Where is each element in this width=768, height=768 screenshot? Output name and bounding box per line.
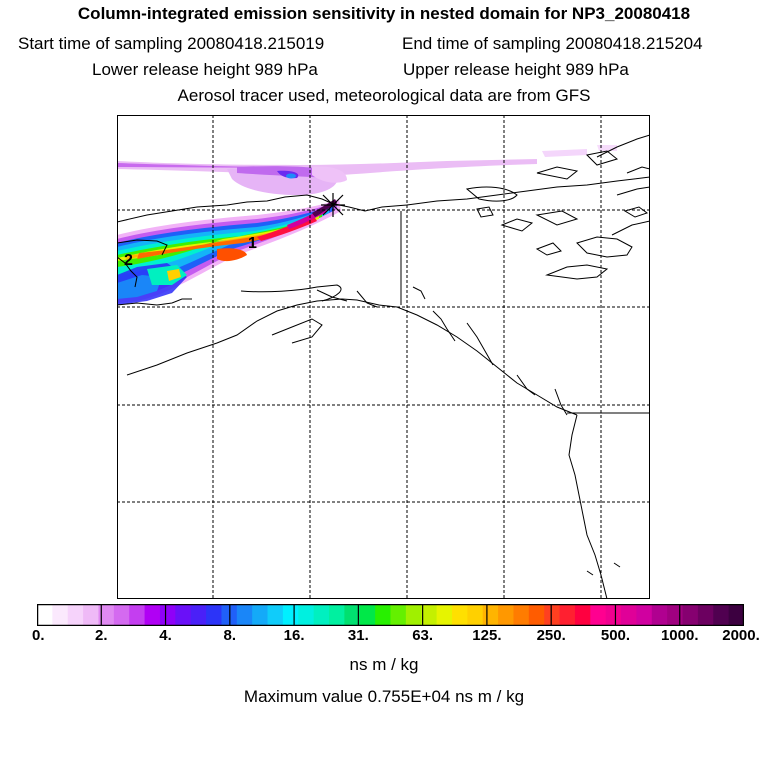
colorbar-cell — [513, 604, 530, 626]
colorbar-cell — [621, 604, 638, 626]
colorbar-cell — [574, 604, 591, 626]
colorbar-cell — [436, 604, 453, 626]
colorbar-cell — [83, 604, 100, 626]
colorbar-cell — [498, 604, 515, 626]
colorbar-cell — [390, 604, 407, 626]
colorbar-cell — [113, 604, 130, 626]
colorbar-cell — [605, 604, 622, 626]
colorbar-cell — [375, 604, 392, 626]
colorbar-cell — [651, 604, 668, 626]
end-time-label: End time of sampling 20080418.215204 — [402, 34, 703, 53]
colorbar-cell — [590, 604, 607, 626]
colorbar-frame — [37, 604, 744, 626]
colorbar-cell — [697, 604, 714, 626]
colorbar-tick-label: 1000. — [660, 627, 699, 644]
colorbar-cell — [344, 604, 361, 626]
colorbar-tick-label: 2000. — [722, 627, 760, 644]
colorbar-cell — [129, 604, 146, 626]
colorbar-cell — [313, 604, 330, 626]
colorbar-tick-label: 4. — [159, 627, 172, 644]
colorbar-cell — [159, 604, 176, 626]
colorbar-cell — [175, 604, 192, 626]
colorbar-cell — [144, 604, 161, 626]
colorbar-tick-label: 250. — [536, 627, 566, 644]
plume-label-1: 1 — [248, 235, 257, 252]
colorbar-cell — [98, 604, 115, 626]
upper-release-label: Upper release height 989 hPa — [403, 60, 629, 79]
colorbar-cell — [467, 604, 484, 626]
maximum-value-label: Maximum value 0.755E+04 ns m / kg — [243, 687, 525, 706]
colorbar-units: ns m / kg — [349, 655, 419, 674]
colorbar-cell — [52, 604, 69, 626]
colorbar-cell — [298, 604, 315, 626]
colorbar-cell — [359, 604, 376, 626]
colorbar-cell — [713, 604, 730, 626]
colorbar-tick-label: 16. — [283, 627, 305, 644]
colorbar-cell — [267, 604, 284, 626]
colorbar-cell — [421, 604, 438, 626]
colorbar-cell — [206, 604, 223, 626]
start-time-label: Start time of sampling 20080418.215019 — [18, 34, 325, 53]
colorbar-cell — [636, 604, 653, 626]
colorbar-cell — [559, 604, 576, 626]
colorbar-tick-label: 2. — [95, 627, 108, 644]
colorbar-tick-label: 125. — [472, 627, 502, 644]
colorbar-cell — [236, 604, 253, 626]
colorbar-cell — [67, 604, 84, 626]
colorbar-cell — [528, 604, 545, 626]
colorbar-cell — [37, 604, 53, 626]
colorbar-tick-label: 8. — [223, 627, 237, 644]
colorbar-tick-label: 500. — [600, 627, 631, 644]
colorbar-cell — [728, 604, 744, 626]
tracer-note: Aerosol tracer used, meteorological data… — [177, 86, 591, 105]
coastlines — [117, 134, 650, 599]
colorbar-cell — [190, 604, 207, 626]
map-panel: 1 2 — [117, 115, 650, 599]
map-frame — [117, 115, 650, 599]
colorbar-cell — [682, 604, 699, 626]
colorbar-cell — [482, 604, 499, 626]
plot-title: Column-integrated emission sensitivity i… — [77, 4, 691, 23]
colorbar-tick-label: 31. — [347, 627, 369, 644]
colorbar-cell — [667, 604, 684, 626]
colorbar-cell — [252, 604, 269, 626]
colorbar-cell — [405, 604, 422, 626]
map-svg: 1 2 — [117, 115, 650, 599]
plume-label-2: 2 — [124, 252, 133, 269]
gridlines — [117, 115, 650, 599]
colorbar-cell — [329, 604, 345, 626]
release-marker — [321, 193, 345, 217]
colorbar — [37, 604, 744, 626]
main-plume — [117, 199, 341, 305]
colorbar-tick-label: 0. — [31, 627, 45, 644]
colorbar-cell — [282, 604, 299, 626]
colorbar-cell — [451, 604, 468, 626]
colorbar-tick-label: 63. — [412, 627, 434, 644]
lower-release-label: Lower release height 989 hPa — [92, 60, 318, 79]
arctic-plume — [117, 145, 617, 195]
colorbar-cell — [544, 604, 561, 626]
